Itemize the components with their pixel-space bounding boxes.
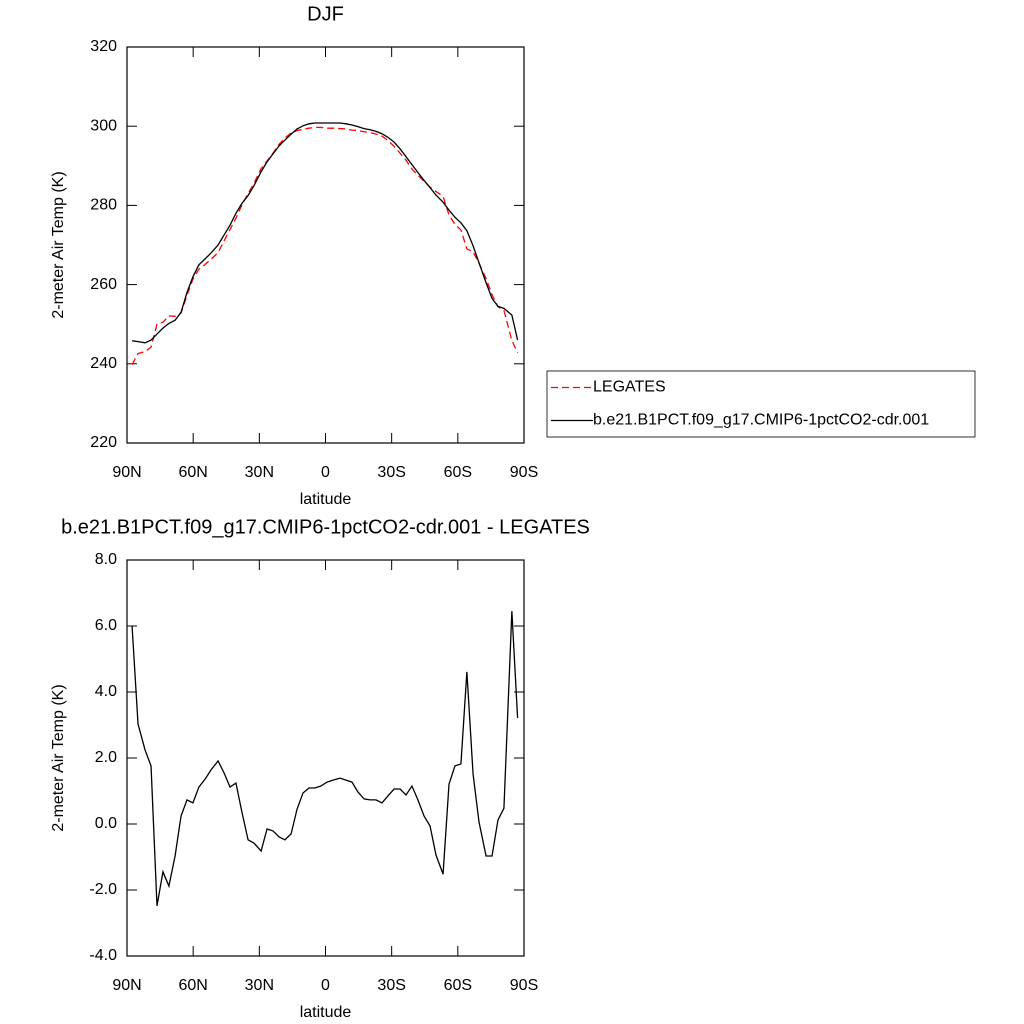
legend-label: b.e21.B1PCT.f09_g17.CMIP6-1pctCO2-cdr.00…	[593, 412, 929, 429]
plot-frame	[126, 559, 525, 957]
x-tick-label: 60N	[178, 977, 207, 994]
x-tick-label: 90N	[112, 977, 141, 994]
y-tick-label: -2.0	[89, 881, 117, 898]
y-tick-label: 4.0	[95, 683, 117, 700]
x-tick-label: 30S	[377, 977, 405, 994]
data-line	[131, 611, 519, 906]
x-axis-label: latitude	[300, 491, 352, 508]
y-tick-label: -4.0	[89, 947, 117, 964]
y-tick-label: 8.0	[95, 551, 117, 568]
plot-frame	[126, 46, 525, 444]
data-line	[131, 126, 519, 365]
x-tick-label: 90N	[112, 464, 141, 481]
x-tick-label: 60S	[444, 464, 472, 481]
plot: b.e21.B1PCT.f09_g17.CMIP6-1pctCO2-cdr.00…	[50, 516, 590, 1021]
y-tick-label: 300	[90, 117, 117, 134]
x-tick-label: 30S	[377, 464, 405, 481]
y-tick-label: 320	[90, 38, 117, 55]
y-axis-label: 2-meter Air Temp (K)	[50, 171, 67, 318]
data-line	[131, 122, 519, 344]
legend-box	[546, 370, 976, 438]
chart-title: DJF	[307, 3, 344, 25]
x-tick-label: 30N	[245, 464, 274, 481]
y-tick-label: 280	[90, 197, 117, 214]
plot: DJF 2-meter Air Temp (K) latitude 220 240 260…	[50, 3, 976, 508]
x-axis-label: latitude	[300, 1004, 352, 1021]
x-tick-label: 0	[321, 977, 330, 994]
x-tick-label: 30N	[245, 977, 274, 994]
x-tick-label: 60S	[444, 977, 472, 994]
y-tick-label: 0.0	[95, 815, 117, 832]
x-tick-label: 60N	[178, 464, 207, 481]
chart-title: b.e21.B1PCT.f09_g17.CMIP6-1pctCO2-cdr.00…	[61, 516, 590, 538]
legend-label: LEGATES	[593, 379, 666, 396]
y-tick-label: 220	[90, 434, 117, 451]
x-tick-label: 90S	[510, 977, 538, 994]
y-tick-label: 240	[90, 355, 117, 372]
y-tick-label: 2.0	[95, 749, 117, 766]
x-tick-label: 0	[321, 464, 330, 481]
x-tick-label: 90S	[510, 464, 538, 481]
y-tick-label: 6.0	[95, 617, 117, 634]
y-tick-label: 260	[90, 276, 117, 293]
y-axis-label: 2-meter Air Temp (K)	[50, 684, 67, 831]
